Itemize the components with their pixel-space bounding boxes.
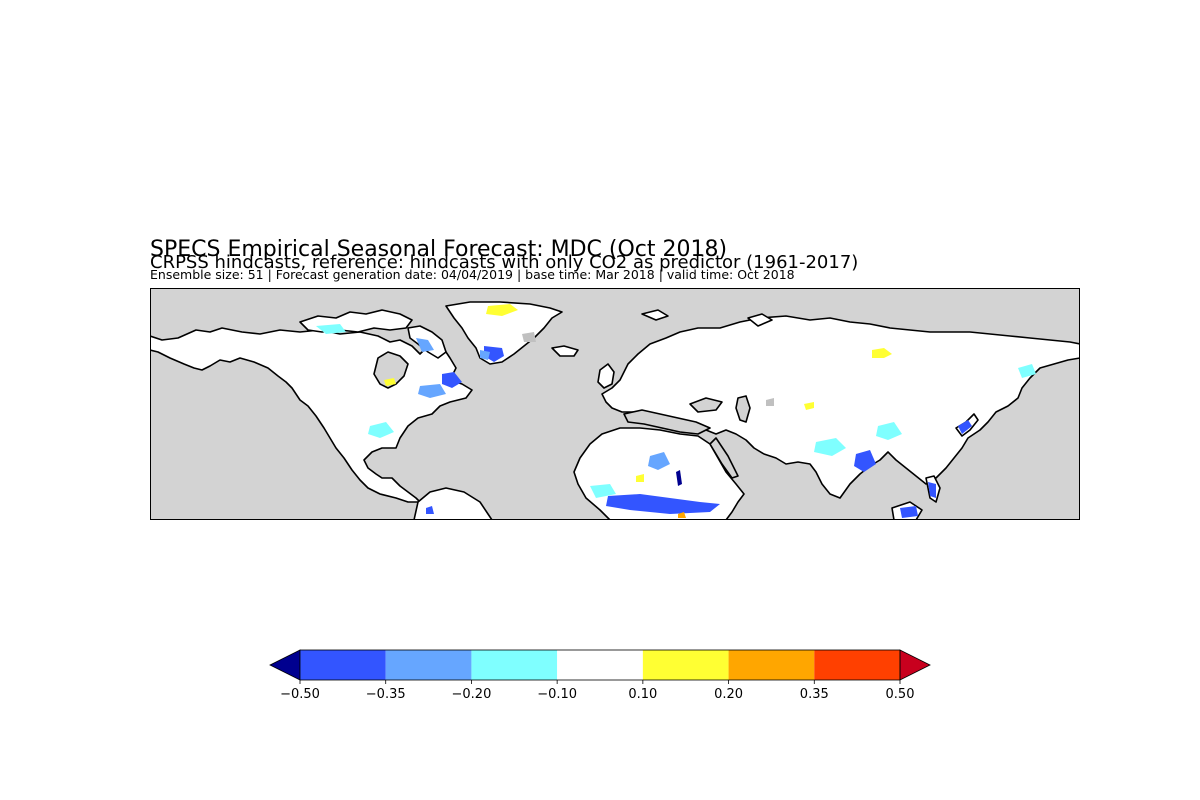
landmass-iceland [551,345,579,357]
patch-india-light [814,438,846,456]
patch-africa-mid [648,452,670,470]
patch-labrador-mid [418,384,446,398]
colorbar-bin-0 [300,650,386,680]
patch-greenland-negative [484,346,504,362]
colorbar-graphic [269,649,931,684]
colorbar-tick-label: 0.35 [799,687,829,702]
figure-subtitle: CRPSS hindcasts, reference: hindcasts wi… [150,252,859,273]
skill-patches [316,304,1036,518]
patch-africa-yellow [636,474,644,482]
colorbar-tick-label: −0.35 [365,687,406,702]
figure-info: Ensemble size: 51 | Forecast generation … [150,267,795,282]
colorbar-tick-label: −0.10 [537,687,578,702]
colorbar-tick-label: 0.20 [714,687,744,702]
landmass-novaya-zemlya [747,313,773,327]
patch-sahel-blue [606,494,720,514]
colorbar-tick-label: 0.10 [628,687,658,702]
colorbar-over-extension [899,649,931,681]
colorbar [260,640,940,720]
patch-hudson-positive [384,378,396,386]
patch-labrador-negative [442,372,462,388]
patch-africa-dark [676,470,682,486]
water-mediterranean [623,409,711,435]
colorbar-tick-label: −0.50 [280,687,320,702]
patch-usa-light [368,422,394,438]
patch-japan-blue [958,420,972,434]
colorbar-tick-label: −0.20 [451,687,492,702]
patch-greenland-positive [486,304,518,316]
patch-borneo-blue [900,506,918,518]
patch-greenland-mid [480,350,490,360]
patch-philippines-blue [928,482,936,498]
water-red-sea [709,437,739,479]
colorbar-bin-5 [728,650,815,680]
figure-title: SPECS Empirical Seasonal Forecast: MDC (… [150,237,728,262]
colorbar-bin-6 [814,650,900,680]
colorbar-bin-2 [471,650,558,680]
colorbar-under-extension [269,649,301,681]
patch-africa-orange [678,512,686,518]
colorbar-tick-label: 0.50 [885,687,915,702]
water-caspian-sea [735,395,751,423]
patch-sahel-light [590,484,616,498]
patch-arctic-light [316,324,346,334]
landmass-greenland [445,301,563,365]
patch-siberia-light [1018,364,1036,378]
water-black-sea [689,397,723,413]
patch-mid-asia-masked [766,398,774,406]
patch-china-light [876,422,902,440]
patch-indochina-blue [854,450,876,472]
landmass-svalbard [641,309,669,321]
colorbar-bin-3 [557,650,643,680]
colorbar-bin-1 [385,650,472,680]
water-hudson-bay [373,351,409,389]
landmass-eurasia [601,315,1080,499]
colorbar-frame [299,649,901,681]
map-panel [150,288,1080,520]
map-border [150,288,1080,520]
patch-greenland-masked [522,332,536,342]
landmass-british-isles [597,363,615,389]
colorbar-bin-4 [642,650,729,680]
patch-baffin-light [416,338,434,352]
world-map [150,288,1080,520]
patch-siberia-positive [872,348,892,358]
patch-sam-blue [426,506,434,514]
patch-mideast-yellow [804,402,814,410]
